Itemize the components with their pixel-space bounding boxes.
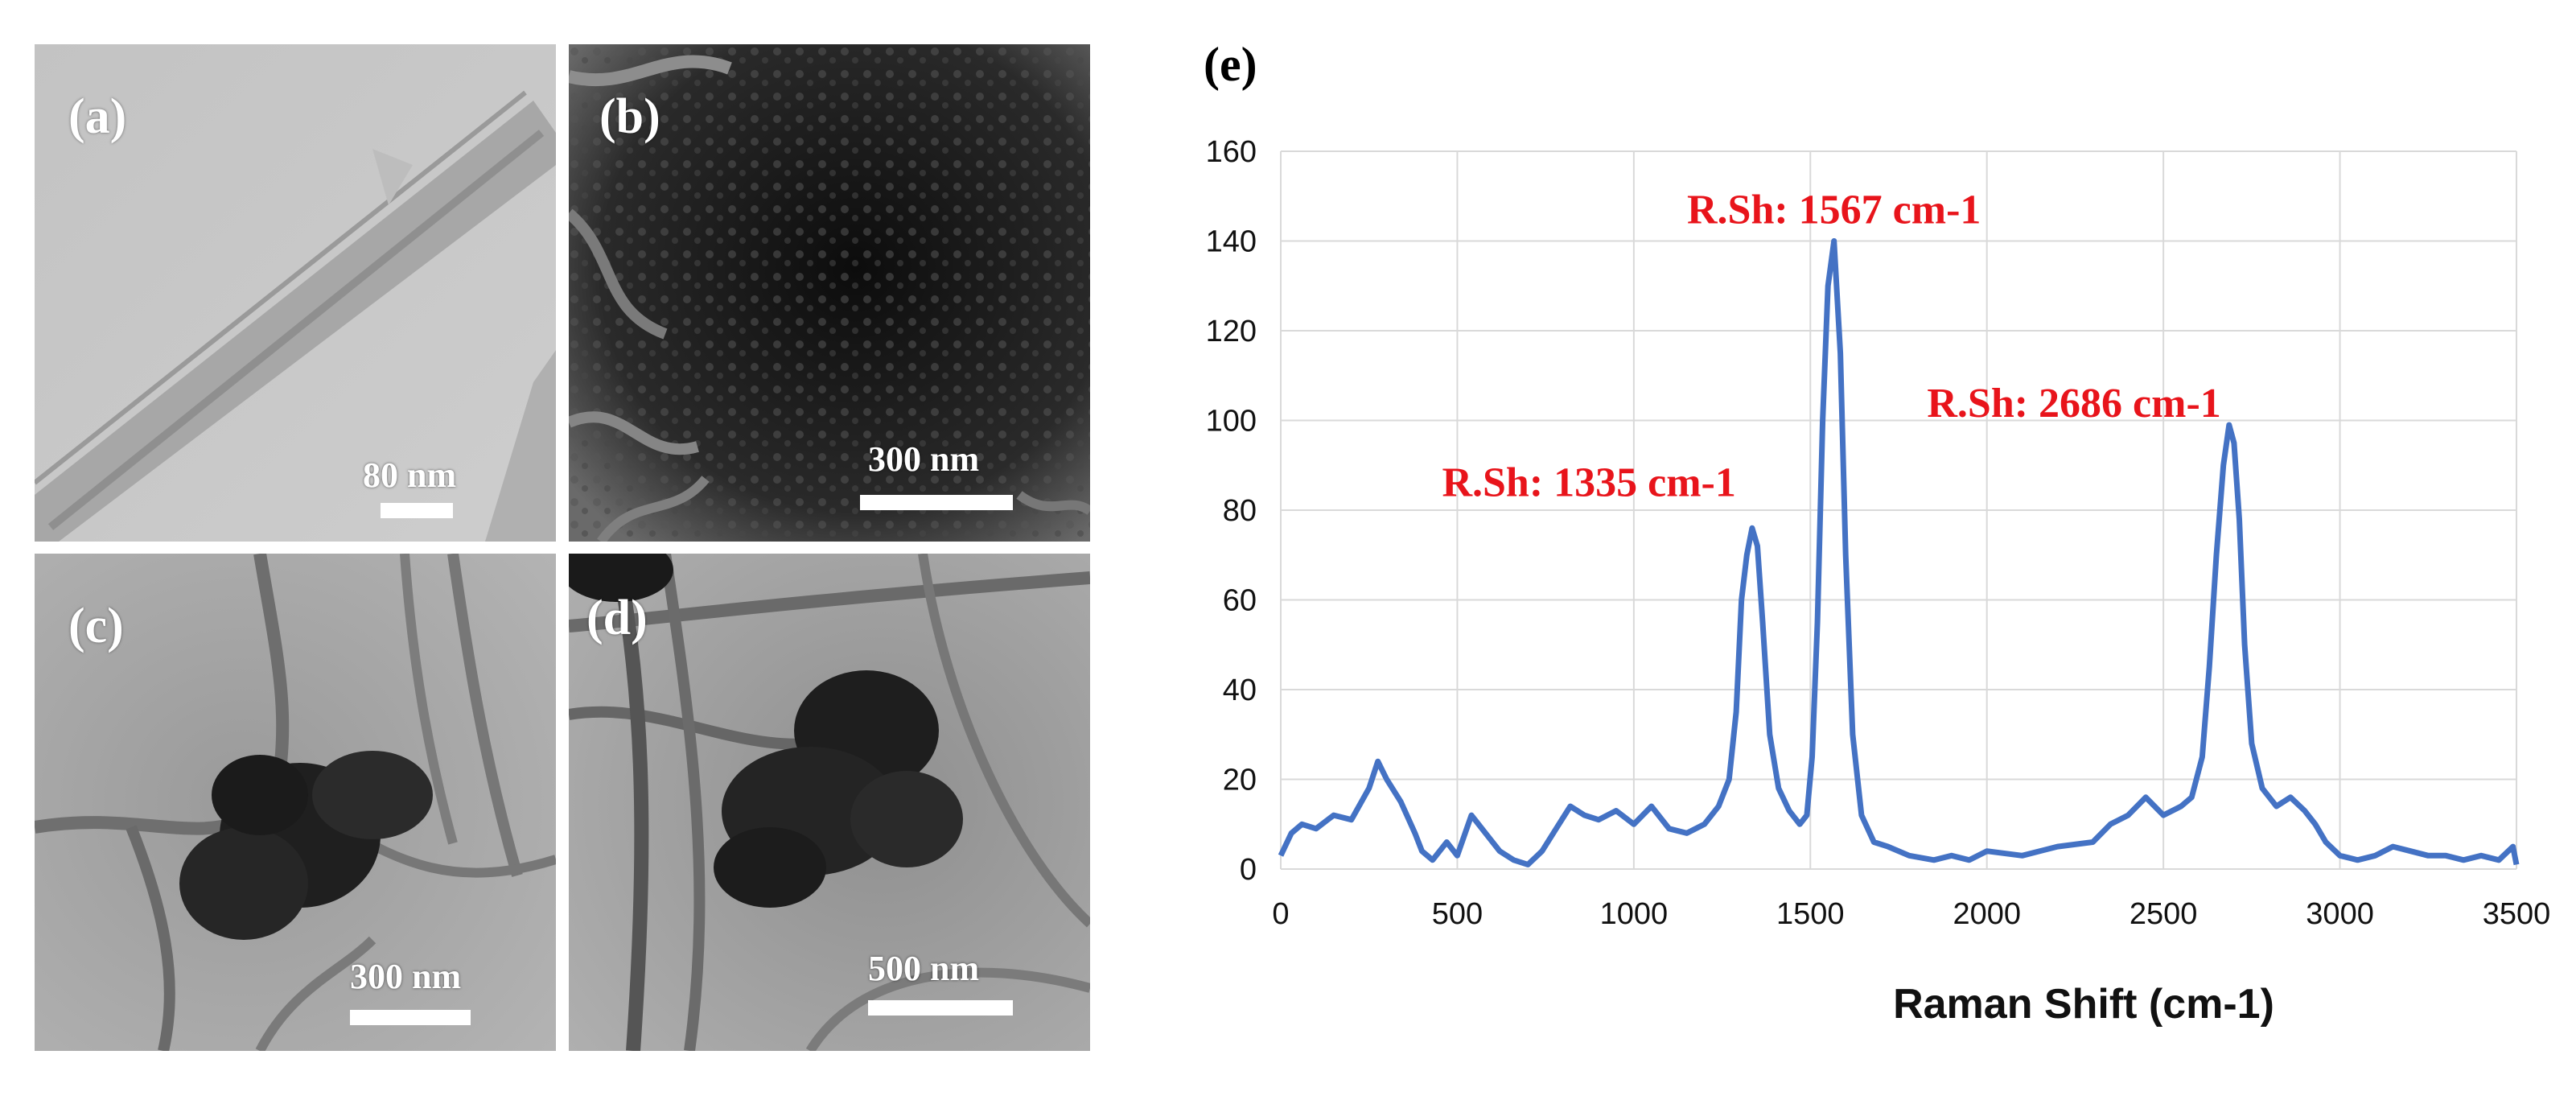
y-tick-label: 40 [1223, 674, 1257, 707]
tem-panel-b: (b) 300 nm [569, 44, 1090, 542]
tem-panel-a: (a) 80 nm [35, 44, 556, 542]
panel-label-a: (a) [68, 89, 127, 144]
y-tick-label: 80 [1223, 494, 1257, 528]
scale-bar-label-c: 300 nm [350, 957, 462, 996]
tem-image-a [35, 44, 556, 542]
y-tick-label: 160 [1206, 135, 1257, 169]
x-tick-label: 3000 [2306, 897, 2374, 931]
tem-panel-c: (c) 300 nm [35, 554, 556, 1051]
tem-image-c [35, 554, 556, 1051]
panel-label-d: (d) [586, 591, 648, 645]
peak-annotation: R.Sh: 1567 cm-1 [1687, 187, 1981, 233]
scale-bar-b [860, 495, 1013, 510]
scale-bar-a [381, 503, 453, 518]
scale-bar-c [350, 1010, 471, 1025]
y-tick-label: 100 [1206, 405, 1257, 439]
x-axis-title: Raman Shift (cm-1) [1893, 981, 2274, 1028]
panel-label-e: (e) [1204, 38, 1257, 91]
tem-panel-d: (d) 500 nm [569, 554, 1090, 1051]
y-tick-label: 20 [1223, 764, 1257, 797]
y-tick-label: 0 [1240, 853, 1257, 887]
x-tick-label: 2500 [2130, 897, 2198, 931]
peak-annotations: R.Sh: 1335 cm-1 R.Sh: 1567 cm-1 R.Sh: 2686… [1442, 187, 2220, 506]
tem-image-b [569, 44, 1090, 542]
chart-grid [1280, 150, 2517, 870]
tem-image-d [569, 554, 1090, 1051]
peak-annotation: R.Sh: 1335 cm-1 [1442, 459, 1735, 505]
x-tick-label: 500 [1432, 897, 1483, 931]
y-tick-label: 60 [1223, 584, 1257, 618]
scale-bar-label-b: 300 nm [868, 439, 980, 479]
panel-label-c: (c) [68, 599, 124, 653]
y-tick-label: 140 [1206, 225, 1257, 259]
panel-label-b: (b) [599, 89, 660, 144]
y-tick-labels: 0 20 40 60 80 100 120 140 160 [1206, 135, 1257, 887]
x-tick-label: 1500 [1776, 897, 1845, 931]
x-tick-labels: 0 500 1000 1500 2000 2500 3000 3500 [1272, 897, 2550, 931]
x-tick-label: 2000 [1953, 897, 2021, 931]
raman-chart: (e) 0 20 40 60 80 100 120 140 160 0 500 1000 1500 20… [1204, 38, 2550, 1028]
peak-annotation: R.Sh: 2686 cm-1 [1927, 381, 2220, 426]
scale-bar-label-d: 500 nm [868, 949, 980, 988]
x-tick-label: 3500 [2483, 897, 2551, 931]
x-tick-label: 1000 [1600, 897, 1669, 931]
scale-bar-d [868, 1000, 1013, 1016]
y-tick-label: 120 [1206, 315, 1257, 348]
raman-spectrum-line [1278, 238, 2520, 867]
scale-bar-label-a: 80 nm [363, 455, 457, 495]
x-tick-label: 0 [1272, 897, 1289, 931]
